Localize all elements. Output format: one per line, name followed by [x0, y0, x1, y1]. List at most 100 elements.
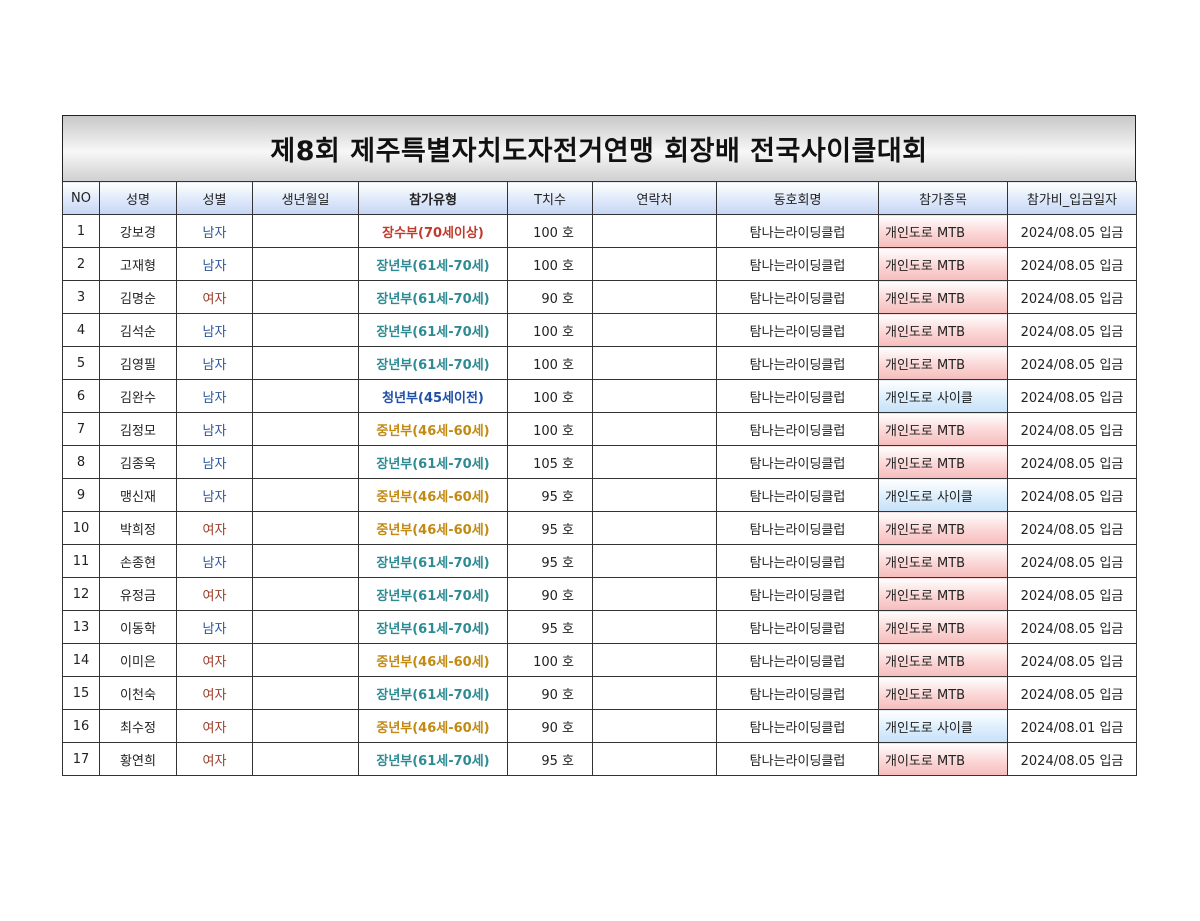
row-club: 탐나는라이딩클럽 [716, 610, 879, 644]
table-row: 11 손종현 남자 장년부(61세-70세) 95 호 탐나는라이딩클럽 개인도로 MTB 2… [62, 544, 1137, 578]
table-row: 5 김영필 남자 장년부(61세-70세) 100 호 탐나는라이딩클럽 개인도로 MTB 2… [62, 346, 1137, 380]
row-birthdate [252, 247, 359, 281]
row-tshirt-size: 90 호 [507, 280, 593, 314]
row-no: 8 [62, 445, 100, 479]
row-no: 1 [62, 214, 100, 248]
row-tshirt-size: 90 호 [507, 577, 593, 611]
row-club: 탐나는라이딩클럽 [716, 412, 879, 446]
row-contact [592, 511, 717, 545]
row-no: 4 [62, 313, 100, 347]
row-contact [592, 742, 717, 776]
row-fee-paid-date: 2024/08.05 입금 [1007, 412, 1137, 446]
row-gender: 여자 [176, 280, 253, 314]
row-contact [592, 346, 717, 380]
row-birthdate [252, 214, 359, 248]
row-contact [592, 544, 717, 578]
row-tshirt-size: 105 호 [507, 445, 593, 479]
row-name: 손종현 [99, 544, 177, 578]
row-club: 탐나는라이딩클럽 [716, 280, 879, 314]
row-name: 김명순 [99, 280, 177, 314]
row-gender: 남자 [176, 478, 253, 512]
page-title: 제8회 제주특별자치도자전거연맹 회장배 전국사이클대회 [270, 136, 928, 167]
row-event: 개인도로 MTB [878, 280, 1008, 314]
row-birthdate [252, 511, 359, 545]
row-event: 개인도로 사이클 [878, 478, 1008, 512]
row-fee-paid-date: 2024/08.05 입금 [1007, 742, 1137, 776]
row-event: 개인도로 MTB [878, 313, 1008, 347]
row-entry-type: 장년부(61세-70세) [358, 742, 508, 776]
row-birthdate [252, 610, 359, 644]
row-event: 개인도로 MTB [878, 346, 1008, 380]
row-no: 10 [62, 511, 100, 545]
header-row: NO 성명 성별 생년월일 참가유형 T치수 연락처 동호회명 참가종목 참가비… [62, 181, 1137, 215]
row-entry-type: 중년부(46세-60세) [358, 412, 508, 446]
row-fee-paid-date: 2024/08.05 입금 [1007, 214, 1137, 248]
row-entry-type: 장년부(61세-70세) [358, 544, 508, 578]
row-club: 탐나는라이딩클럽 [716, 511, 879, 545]
row-fee-paid-date: 2024/08.05 입금 [1007, 280, 1137, 314]
row-entry-type: 중년부(46세-60세) [358, 643, 508, 677]
row-birthdate [252, 346, 359, 380]
row-event: 개인도로 MTB [878, 445, 1008, 479]
row-name: 김정모 [99, 412, 177, 446]
row-birthdate [252, 742, 359, 776]
table-row: 10 박희정 여자 중년부(46세-60세) 95 호 탐나는라이딩클럽 개인도로 MTB 2… [62, 511, 1137, 545]
row-no: 2 [62, 247, 100, 281]
row-tshirt-size: 95 호 [507, 511, 593, 545]
row-club: 탐나는라이딩클럽 [716, 313, 879, 347]
row-entry-type: 장년부(61세-70세) [358, 445, 508, 479]
row-tshirt-size: 95 호 [507, 742, 593, 776]
row-event: 개인도로 MTB [878, 247, 1008, 281]
row-name: 황연희 [99, 742, 177, 776]
table-row: 3 김명순 여자 장년부(61세-70세) 90 호 탐나는라이딩클럽 개인도로 MTB 20… [62, 280, 1137, 314]
row-fee-paid-date: 2024/08.05 입금 [1007, 313, 1137, 347]
row-entry-type: 장년부(61세-70세) [358, 577, 508, 611]
row-name: 김종욱 [99, 445, 177, 479]
row-event: 개인도로 사이클 [878, 709, 1008, 743]
row-club: 탐나는라이딩클럽 [716, 643, 879, 677]
row-fee-paid-date: 2024/08.05 입금 [1007, 346, 1137, 380]
row-name: 이미은 [99, 643, 177, 677]
row-no: 14 [62, 643, 100, 677]
row-fee-paid-date: 2024/08.05 입금 [1007, 676, 1137, 710]
row-birthdate [252, 478, 359, 512]
row-club: 탐나는라이딩클럽 [716, 478, 879, 512]
header-contact: 연락처 [592, 181, 717, 215]
row-tshirt-size: 90 호 [507, 676, 593, 710]
row-no: 16 [62, 709, 100, 743]
row-name: 유정금 [99, 577, 177, 611]
row-club: 탐나는라이딩클럽 [716, 577, 879, 611]
row-club: 탐나는라이딩클럽 [716, 544, 879, 578]
header-name: 성명 [99, 181, 177, 215]
row-birthdate [252, 379, 359, 413]
row-fee-paid-date: 2024/08.05 입금 [1007, 610, 1137, 644]
row-birthdate [252, 709, 359, 743]
table-row: 1 강보경 남자 장수부(70세이상) 100 호 탐나는라이딩클럽 개인도로 MTB 202… [62, 214, 1137, 248]
row-contact [592, 709, 717, 743]
row-gender: 남자 [176, 379, 253, 413]
row-tshirt-size: 100 호 [507, 214, 593, 248]
row-no: 13 [62, 610, 100, 644]
row-contact [592, 445, 717, 479]
table-row: 9 맹신재 남자 중년부(46세-60세) 95 호 탐나는라이딩클럽 개인도로 사이클 20… [62, 478, 1137, 512]
row-contact [592, 478, 717, 512]
row-gender: 여자 [176, 742, 253, 776]
row-entry-type: 장년부(61세-70세) [358, 676, 508, 710]
row-fee-paid-date: 2024/08.05 입금 [1007, 478, 1137, 512]
row-name: 김영필 [99, 346, 177, 380]
row-entry-type: 장년부(61세-70세) [358, 280, 508, 314]
row-entry-type: 장년부(61세-70세) [358, 313, 508, 347]
header-no: NO [62, 181, 100, 215]
row-entry-type: 장년부(61세-70세) [358, 610, 508, 644]
row-contact [592, 412, 717, 446]
row-contact [592, 247, 717, 281]
title-banner: 제8회 제주특별자치도자전거연맹 회장배 전국사이클대회 [62, 115, 1136, 181]
row-fee-paid-date: 2024/08.05 입금 [1007, 577, 1137, 611]
row-name: 맹신재 [99, 478, 177, 512]
row-gender: 남자 [176, 346, 253, 380]
row-birthdate [252, 280, 359, 314]
row-no: 9 [62, 478, 100, 512]
row-birthdate [252, 445, 359, 479]
table-row: 8 김종욱 남자 장년부(61세-70세) 105 호 탐나는라이딩클럽 개인도로 MTB 2… [62, 445, 1137, 479]
entry-sheet: 제8회 제주특별자치도자전거연맹 회장배 전국사이클대회 NO 성명 성별 생년… [62, 115, 1137, 776]
